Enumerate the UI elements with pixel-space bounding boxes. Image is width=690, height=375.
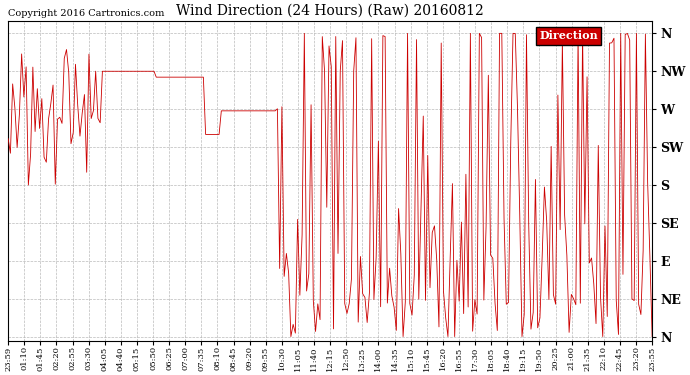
Title: Wind Direction (24 Hours) (Raw) 20160812: Wind Direction (24 Hours) (Raw) 20160812 bbox=[176, 4, 484, 18]
Text: Direction: Direction bbox=[539, 30, 598, 41]
Text: Copyright 2016 Cartronics.com: Copyright 2016 Cartronics.com bbox=[8, 9, 164, 18]
